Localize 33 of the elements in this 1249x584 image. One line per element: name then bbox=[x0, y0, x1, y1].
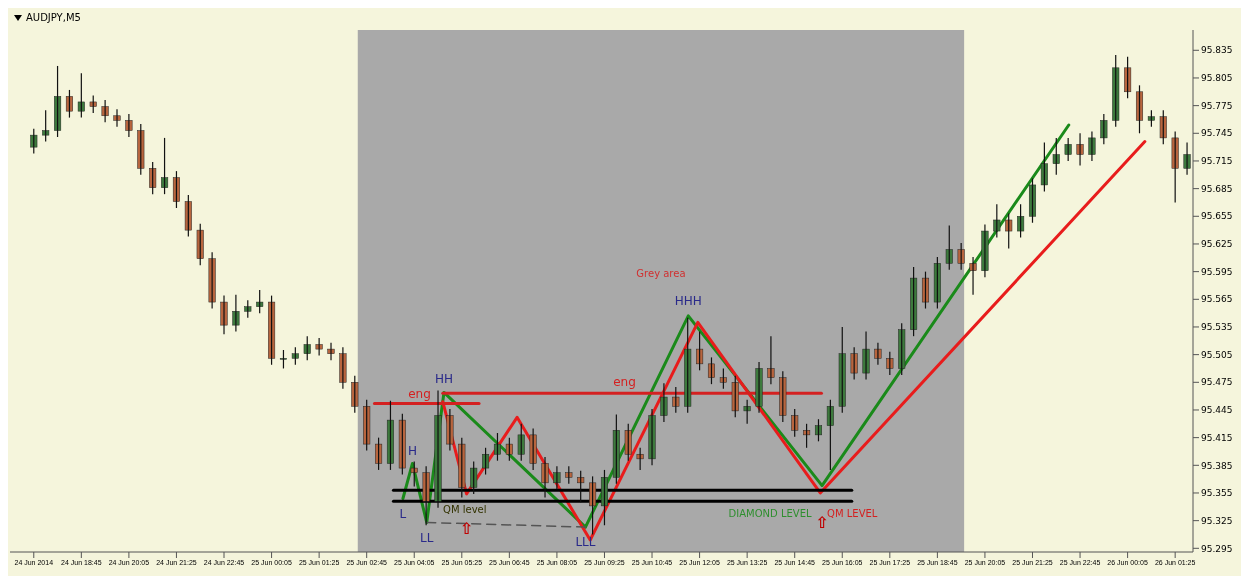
annotation: L bbox=[399, 507, 407, 522]
annotation: H bbox=[407, 443, 417, 458]
annotation: QM LEVEL bbox=[827, 507, 878, 519]
y-tick-label: 95.715 bbox=[1201, 156, 1233, 167]
annotation: QM level bbox=[443, 504, 487, 516]
y-tick-label: 95.805 bbox=[1201, 73, 1233, 84]
annotation: LLL bbox=[575, 534, 596, 549]
y-tick-label: 95.685 bbox=[1201, 183, 1233, 194]
y-tick-label: 95.595 bbox=[1201, 266, 1233, 277]
y-tick-label: 95.505 bbox=[1201, 349, 1233, 360]
y-tick-label: 95.775 bbox=[1201, 100, 1233, 111]
annotation: eng bbox=[613, 374, 636, 389]
annotation: ⇧ bbox=[459, 519, 474, 539]
y-tick-label: 95.475 bbox=[1201, 377, 1233, 388]
annotation: DIAMOND LEVEL bbox=[728, 507, 812, 519]
annotation: eng bbox=[408, 387, 431, 402]
y-tick-label: 95.565 bbox=[1201, 294, 1233, 305]
annotation: LL bbox=[420, 530, 434, 545]
band-label: Grey area bbox=[636, 268, 686, 280]
y-tick-label: 95.295 bbox=[1201, 543, 1233, 554]
y-tick-label: 95.745 bbox=[1201, 128, 1233, 139]
y-tick-label: 95.355 bbox=[1201, 488, 1233, 499]
y-tick-label: 95.445 bbox=[1201, 405, 1233, 416]
y-tick-label: 95.415 bbox=[1201, 432, 1233, 443]
y-tick-label: 95.655 bbox=[1201, 211, 1233, 222]
y-tick-label: 95.625 bbox=[1201, 239, 1233, 250]
chart-title: AUDJPY,M5 bbox=[26, 12, 81, 23]
annotation: HH bbox=[434, 371, 453, 386]
annotation: HHH bbox=[674, 294, 702, 309]
y-tick-label: 95.835 bbox=[1201, 45, 1233, 56]
y-tick-label: 95.385 bbox=[1201, 460, 1233, 471]
y-tick-label: 95.325 bbox=[1201, 515, 1233, 526]
y-tick-label: 95.535 bbox=[1201, 322, 1233, 333]
